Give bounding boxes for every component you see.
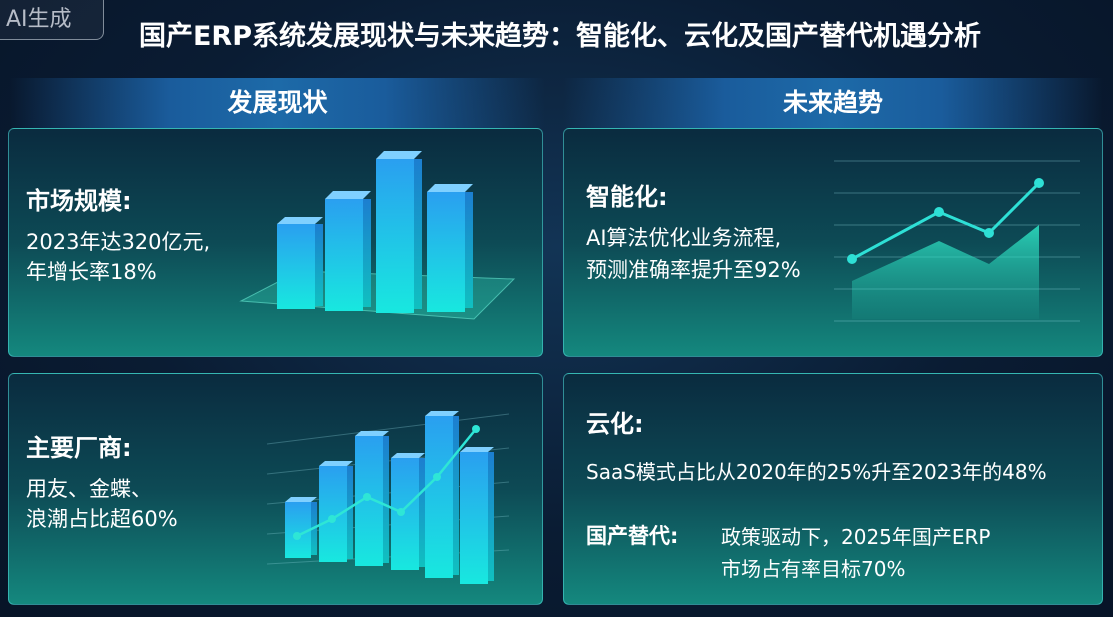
ai-generated-badge: AI生成: [0, 0, 104, 40]
line-series: [851, 181, 1041, 261]
line-point: [472, 425, 480, 433]
bar-1: [277, 217, 323, 309]
bar-2: [325, 191, 371, 311]
bar-3: [376, 151, 422, 313]
bar-chart-illustration: [239, 151, 516, 320]
vendors-line1: 用友、金蝶、: [26, 477, 152, 501]
trend-line: [296, 428, 477, 538]
intelligence-line1: AI算法优化业务流程,: [586, 226, 782, 250]
line-point: [1034, 178, 1044, 188]
bar-5: [425, 411, 459, 578]
section-header-future: 未来趋势: [563, 78, 1103, 128]
localization-heading: 国产替代:: [586, 524, 679, 548]
market-size-card: 市场规模: 2023年达320亿元, 年增长率18%: [8, 128, 543, 357]
line-point: [847, 254, 857, 264]
bar-6: [460, 447, 494, 584]
line-point: [433, 473, 441, 481]
cloud-heading: 云化:: [586, 410, 644, 438]
intelligence-card: 智能化: AI算法优化业务流程, 预测准确率提升至92%: [563, 128, 1103, 357]
market-size-heading: 市场规模:: [26, 187, 132, 215]
cloud-localization-card: 云化: SaaS模式占比从2020年的25%升至2023年的48% 国产替代: …: [563, 373, 1103, 605]
bar-4: [427, 184, 473, 312]
page-title: 国产ERP系统发展现状与未来趋势：智能化、云化及国产替代机遇分析: [138, 21, 982, 52]
vendors-card: 主要厂商: 用友、金蝶、 浪潮占比超60%: [8, 373, 543, 605]
line-point: [363, 493, 371, 501]
bar-2: [319, 461, 353, 562]
vendors-line2: 浪潮占比超60%: [26, 507, 178, 531]
line-point: [293, 532, 301, 540]
vendors-heading: 主要厂商:: [26, 434, 132, 462]
market-size-line2: 年增长率18%: [26, 260, 157, 284]
cloud-line1: SaaS模式占比从2020年的25%升至2023年的48%: [586, 460, 1047, 484]
line-point: [328, 515, 336, 523]
section-header-current: 发展现状: [10, 78, 545, 128]
localization-line1: 政策驱动下，2025年国产ERP: [721, 525, 991, 549]
line-point: [934, 207, 944, 217]
line-point: [397, 508, 405, 516]
intelligence-line2: 预测准确率提升至92%: [586, 258, 801, 282]
area-series: [852, 225, 1039, 319]
bar-line-chart-illustration: [266, 411, 510, 584]
line-point: [984, 228, 994, 238]
market-size-line1: 2023年达320亿元,: [26, 230, 211, 254]
localization-line2: 市场占有率目标70%: [721, 557, 906, 581]
line-chart-illustration: [834, 160, 1080, 322]
bar-4: [391, 453, 425, 570]
intelligence-heading: 智能化:: [586, 183, 668, 211]
